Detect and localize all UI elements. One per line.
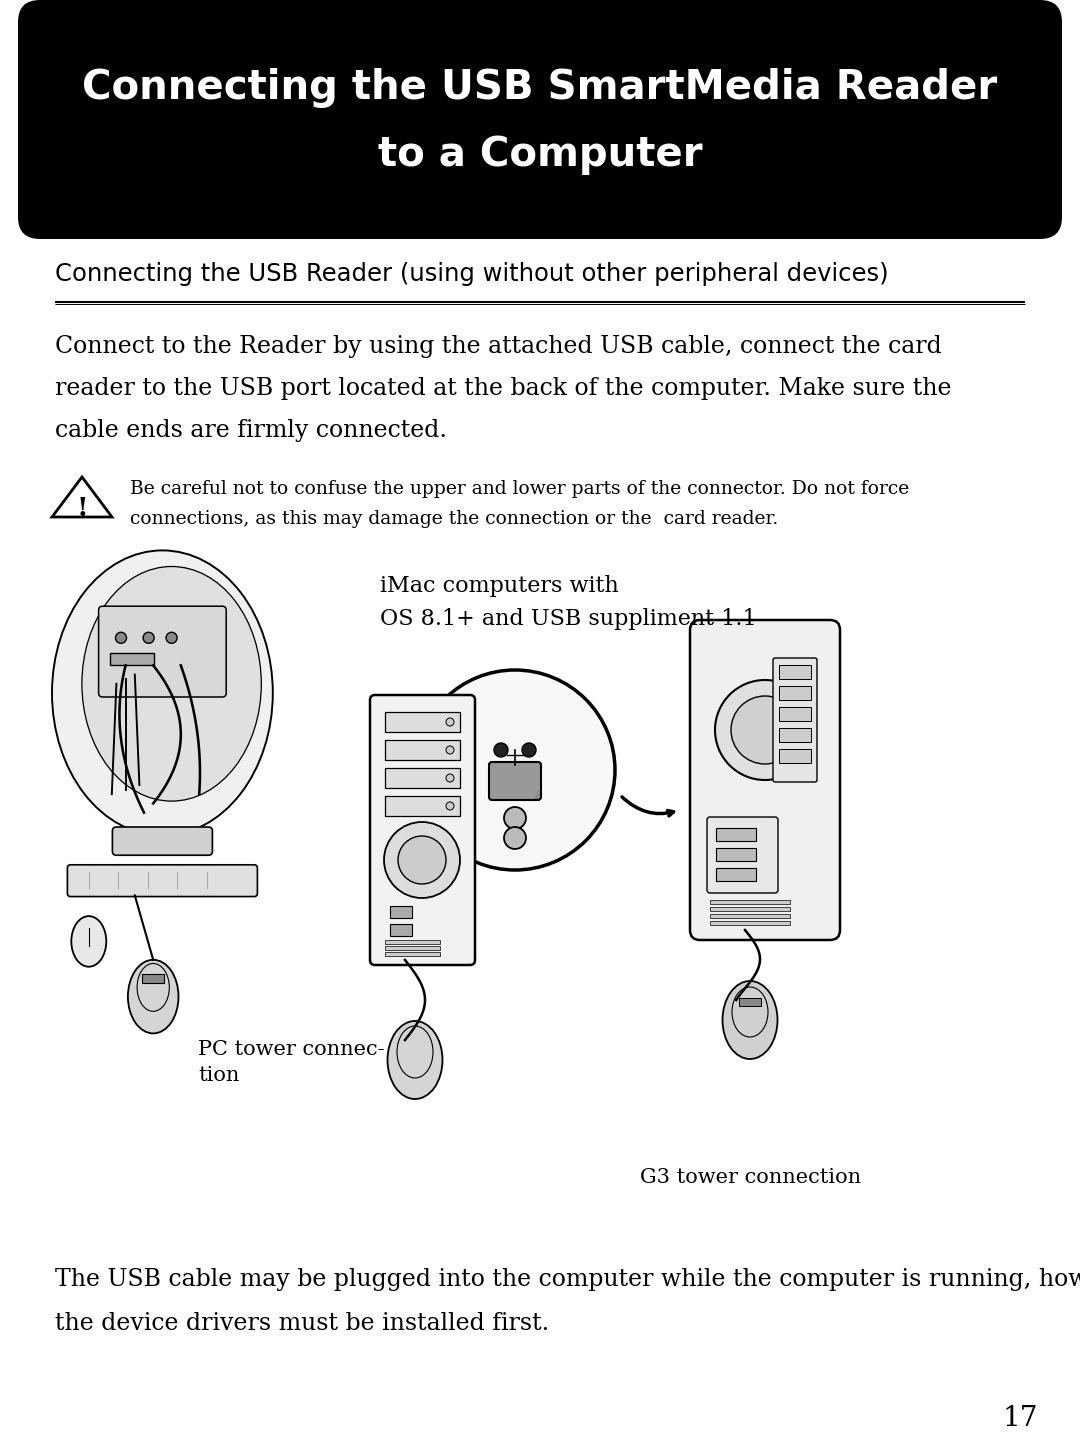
FancyBboxPatch shape xyxy=(690,620,840,940)
Circle shape xyxy=(504,828,526,849)
Text: the device drivers must be installed first.: the device drivers must be installed fir… xyxy=(55,1312,550,1335)
FancyBboxPatch shape xyxy=(18,0,1062,239)
Ellipse shape xyxy=(71,916,106,966)
Bar xyxy=(710,914,789,919)
Bar xyxy=(384,740,460,760)
Circle shape xyxy=(731,696,799,764)
Bar xyxy=(384,769,460,787)
Ellipse shape xyxy=(82,567,261,802)
FancyBboxPatch shape xyxy=(489,761,541,800)
Ellipse shape xyxy=(723,981,778,1058)
Bar xyxy=(384,940,440,945)
Circle shape xyxy=(143,632,154,643)
Circle shape xyxy=(399,836,446,884)
Bar xyxy=(710,900,789,904)
Ellipse shape xyxy=(388,1021,443,1099)
Bar xyxy=(716,828,756,841)
FancyBboxPatch shape xyxy=(773,658,816,782)
Text: !: ! xyxy=(77,496,87,522)
FancyBboxPatch shape xyxy=(370,695,475,965)
Circle shape xyxy=(446,802,454,810)
FancyBboxPatch shape xyxy=(98,606,226,696)
Bar xyxy=(716,848,756,861)
Ellipse shape xyxy=(127,960,178,1034)
Bar xyxy=(779,728,811,743)
Bar xyxy=(779,665,811,679)
Bar xyxy=(779,748,811,763)
Text: Be careful not to confuse the upper and lower parts of the connector. Do not for: Be careful not to confuse the upper and … xyxy=(130,480,909,497)
Text: 17: 17 xyxy=(1002,1405,1038,1432)
Bar xyxy=(143,973,164,983)
FancyBboxPatch shape xyxy=(707,818,778,893)
Text: Connecting the USB SmartMedia Reader: Connecting the USB SmartMedia Reader xyxy=(82,68,998,108)
Circle shape xyxy=(384,822,460,898)
Ellipse shape xyxy=(52,551,273,835)
Text: Connecting the USB Reader (using without other peripheral devices): Connecting the USB Reader (using without… xyxy=(55,262,889,286)
Bar xyxy=(779,707,811,721)
Circle shape xyxy=(166,632,177,643)
Bar xyxy=(710,907,789,911)
Circle shape xyxy=(446,746,454,754)
Text: to a Computer: to a Computer xyxy=(378,136,702,174)
Text: OS 8.1+ and USB suppliment 1.1: OS 8.1+ and USB suppliment 1.1 xyxy=(380,609,757,630)
Text: cable ends are firmly connected.: cable ends are firmly connected. xyxy=(55,420,447,443)
Bar xyxy=(779,686,811,699)
Circle shape xyxy=(415,671,615,870)
Circle shape xyxy=(446,774,454,782)
Text: reader to the USB port located at the back of the computer. Make sure the: reader to the USB port located at the ba… xyxy=(55,376,951,399)
Text: ☄: ☄ xyxy=(532,793,542,803)
Text: PC tower connec-: PC tower connec- xyxy=(198,1040,384,1058)
Bar xyxy=(716,868,756,881)
Text: Connect to the Reader by using the attached USB cable, connect the card: Connect to the Reader by using the attac… xyxy=(55,335,942,358)
Bar xyxy=(739,998,761,1007)
Text: tion: tion xyxy=(198,1066,240,1084)
Circle shape xyxy=(446,718,454,725)
Bar xyxy=(710,921,789,924)
Circle shape xyxy=(116,632,126,643)
Text: The USB cable may be plugged into the computer while the computer is running, ho: The USB cable may be plugged into the co… xyxy=(55,1268,1080,1291)
Bar xyxy=(384,796,460,816)
Bar xyxy=(110,653,154,665)
Bar xyxy=(384,946,440,950)
Bar xyxy=(390,906,411,919)
FancyBboxPatch shape xyxy=(67,865,257,897)
Text: G3 tower connection: G3 tower connection xyxy=(640,1168,861,1187)
Bar xyxy=(384,712,460,733)
FancyBboxPatch shape xyxy=(112,828,213,855)
Circle shape xyxy=(715,681,815,780)
Circle shape xyxy=(494,743,508,757)
Text: iMac computers with: iMac computers with xyxy=(380,575,619,597)
Circle shape xyxy=(522,743,536,757)
Text: connections, as this may damage the connection or the  card reader.: connections, as this may damage the conn… xyxy=(130,510,779,528)
Circle shape xyxy=(504,808,526,829)
Bar xyxy=(390,924,411,936)
Bar xyxy=(384,952,440,956)
